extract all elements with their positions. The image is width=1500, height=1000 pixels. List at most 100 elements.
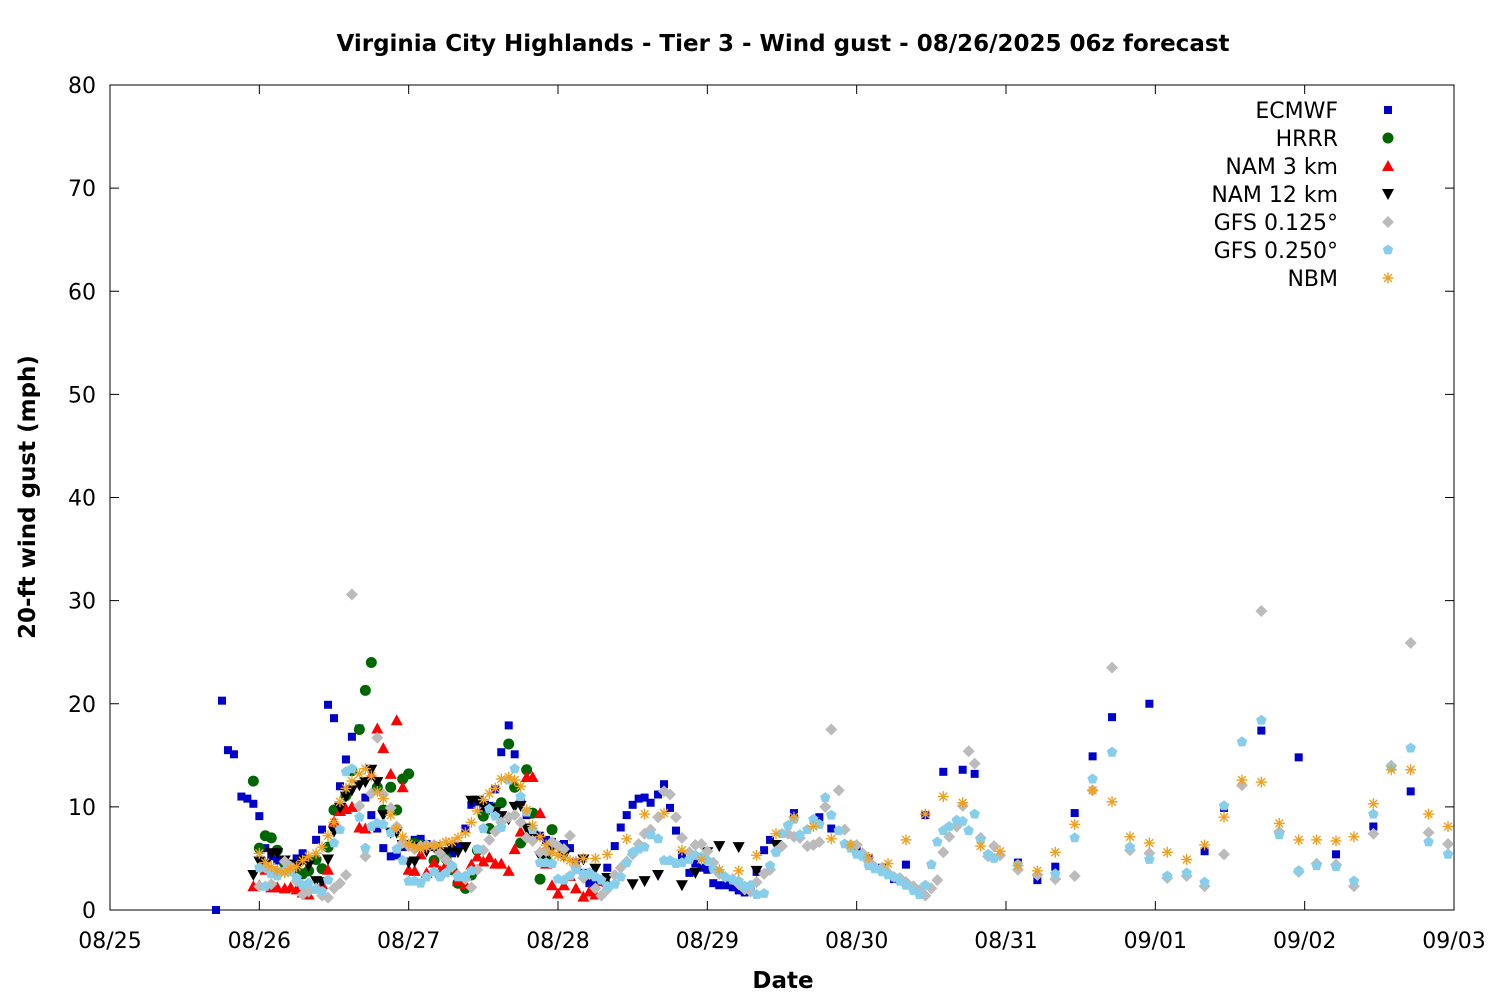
data-point [664,788,676,801]
data-point [1145,699,1154,708]
data-point [1088,752,1097,761]
data-point [471,795,484,807]
data-point [646,798,655,807]
data-point [333,877,346,890]
data-point [1442,848,1454,859]
legend-marker [1382,160,1394,171]
data-point [1423,836,1434,847]
data-point [689,867,702,879]
data-point [552,887,564,899]
data-point [354,811,365,822]
data-point [472,843,483,854]
data-point [1050,868,1061,879]
data-point [1069,832,1080,843]
data-point [291,872,302,883]
data-point [1181,867,1192,878]
data-point [963,825,974,835]
data-point [434,847,447,860]
data-point [734,886,743,895]
data-point [557,879,570,891]
data-point [371,731,384,744]
data-point [1293,834,1305,846]
data-point [826,809,837,820]
data-point [1294,753,1303,762]
data-point [408,864,421,876]
data-point [391,843,402,854]
data-point [345,800,358,812]
data-point [583,885,596,897]
data-point [721,881,730,890]
data-point [218,696,226,705]
data-point [845,839,857,851]
data-point [639,808,651,820]
data-point [1106,661,1119,674]
data-point [340,782,352,794]
data-point [377,742,390,754]
data-point [666,803,674,812]
data-point [396,781,409,793]
data-point [365,764,378,776]
data-point [527,819,539,831]
data-point [508,843,521,855]
data-point [695,853,707,865]
data-point [249,799,258,808]
data-point [760,846,769,855]
data-point [675,831,688,844]
legend-marker [1382,244,1394,255]
data-point [770,828,782,840]
data-point [440,847,452,859]
data-point [827,824,836,833]
data-point [229,750,238,759]
data-point [745,879,756,890]
data-point [365,657,377,668]
chart-title: Virginia City Highlands - Tier 3 - Wind … [336,31,1229,57]
data-point [271,865,283,877]
data-point [652,811,665,824]
data-point [365,770,377,782]
data-point [703,865,712,874]
data-point [1162,870,1173,881]
data-point [709,879,718,888]
data-point [616,823,625,832]
data-point [645,829,656,840]
data-point [713,864,725,876]
data-point [346,775,358,787]
x-tick-label: 08/30 [825,929,888,954]
x-tick-label: 09/01 [1124,929,1187,954]
data-point [428,856,441,868]
data-point [1218,800,1230,811]
data-point [378,818,389,829]
data-point [1367,827,1380,840]
data-point [271,848,284,860]
data-point [496,822,507,832]
data-point [279,867,291,879]
data-point [514,816,527,829]
data-point [621,833,633,845]
data-point [1049,846,1061,858]
data-point [1144,854,1155,864]
legend-label: NBM [1287,267,1338,292]
data-point [416,834,425,843]
data-point [994,845,1006,857]
data-point [379,844,388,853]
data-point [634,794,643,803]
data-point [715,881,724,890]
data-point [459,842,472,854]
data-point [514,800,527,812]
data-point [265,861,277,873]
data-point [968,757,981,770]
data-point [466,865,477,876]
data-point [397,831,409,843]
data-point [1199,876,1210,887]
data-point [508,809,521,822]
data-point [546,858,558,868]
data-point [345,588,358,601]
data-point [546,879,559,891]
data-point [408,856,421,868]
x-tick-label: 08/28 [526,929,589,954]
data-point [901,860,910,869]
data-point [1369,822,1378,831]
data-point [303,877,314,888]
x-tick-label: 08/31 [974,929,1037,954]
data-point [577,890,590,902]
